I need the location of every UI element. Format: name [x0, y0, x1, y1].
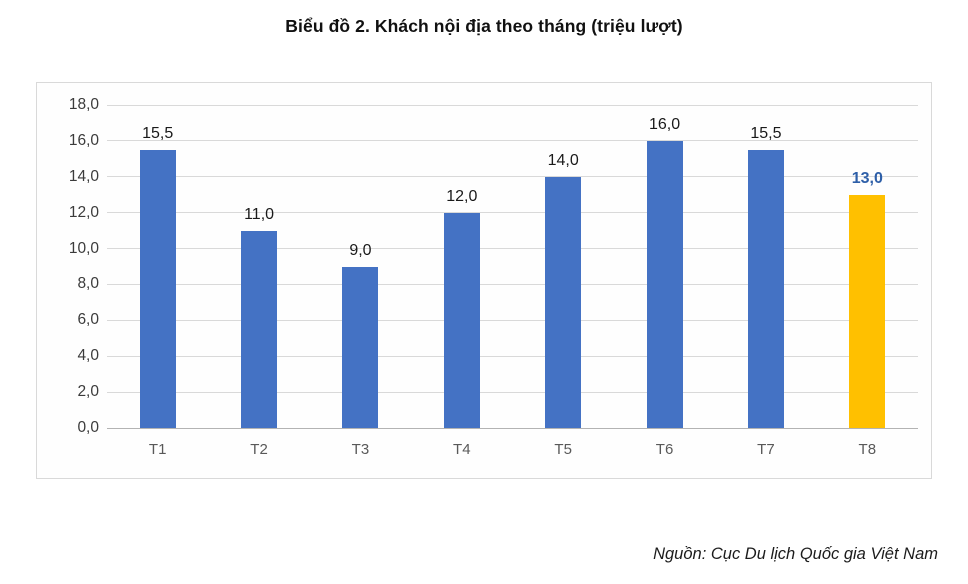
gridline: [107, 140, 918, 142]
x-tick-label-t2: T2: [250, 441, 268, 458]
gridline: [107, 283, 918, 285]
y-tick-label: 8,0: [77, 275, 99, 293]
bar-value-label-t1: 15,5: [142, 124, 174, 142]
gridline: [107, 319, 918, 321]
bar-column-t5: 14,0: [513, 105, 614, 428]
gridline: [107, 212, 918, 214]
y-axis: 0,0 2,0 4,0 6,0 8,0 10,0 12,0 14,0 16,0 18,0: [43, 96, 99, 436]
bar-column-t6: 16,0: [614, 105, 715, 428]
y-tick-label: 18,0: [68, 96, 99, 113]
bar-column-t2: 11,0: [208, 105, 309, 428]
y-tick-label: 4,0: [77, 347, 99, 365]
source-caption: Nguồn: Cục Du lịch Quốc gia Việt Nam: [653, 545, 938, 563]
x-tick-label-t8: T8: [858, 441, 877, 458]
bar-t4: [443, 212, 480, 428]
bar-t3: [342, 266, 379, 428]
chart-title: Biểu đồ 2. Khách nội địa theo tháng (tri…: [285, 16, 683, 36]
bar-column-t1: 15,5: [107, 105, 208, 428]
bar-column-t8: 13,0: [817, 105, 918, 428]
gridline: [107, 391, 918, 393]
bar-t7: [747, 149, 784, 428]
x-tick-label-t6: T6: [655, 441, 674, 458]
gridline: [107, 104, 918, 106]
bar-column-t3: 9,0: [310, 105, 411, 428]
x-axis-line: [107, 428, 918, 429]
chart-frame: 0,0 2,0 4,0 6,0 8,0 10,0 12,0 14,0 16,0 18,0 15,5…: [36, 82, 932, 479]
y-tick-label: 2,0: [77, 383, 99, 401]
x-tick-label-t5: T5: [554, 441, 572, 458]
bar-value-label-t6: 16,0: [648, 115, 681, 133]
bar-value-label-t5: 14,0: [547, 151, 579, 169]
bar-value-label-t3: 9,0: [349, 241, 372, 259]
bar-t2: [241, 230, 278, 428]
y-tick-label: 14,0: [68, 167, 99, 185]
y-tick-label: 12,0: [68, 203, 99, 221]
x-tick-label-t4: T4: [453, 441, 471, 458]
bar-value-label-t8: 13,0: [851, 169, 883, 187]
x-tick-label-t7: T7: [757, 441, 775, 458]
bar-column-t4: 12,0: [411, 105, 512, 428]
bar-column-t7: 15,5: [715, 105, 816, 428]
bar-t6: [646, 140, 683, 428]
gridline: [107, 355, 918, 357]
x-tick-label-t1: T1: [148, 441, 167, 458]
bar-value-label-t4: 12,0: [446, 187, 478, 205]
gridline: [107, 176, 918, 178]
y-tick-label: 10,0: [68, 239, 99, 257]
bar-value-label-t7: 15,5: [750, 124, 782, 142]
bar-t1: [139, 149, 176, 428]
plot-area: 15,5 T1 11,0 T2 9,0 T3 12,0 T4 14,0 T5 16,0 T6 15,5 T…: [107, 104, 918, 458]
bar-t5: [545, 176, 582, 428]
bar-value-label-t2: 11,0: [244, 205, 275, 223]
gridline: [107, 248, 918, 250]
y-tick-label: 6,0: [77, 311, 99, 329]
x-tick-label-t3: T3: [351, 441, 370, 458]
y-tick-label: 16,0: [68, 131, 99, 149]
bar-t8: [849, 194, 886, 428]
y-tick-label: 0,0: [77, 419, 99, 436]
